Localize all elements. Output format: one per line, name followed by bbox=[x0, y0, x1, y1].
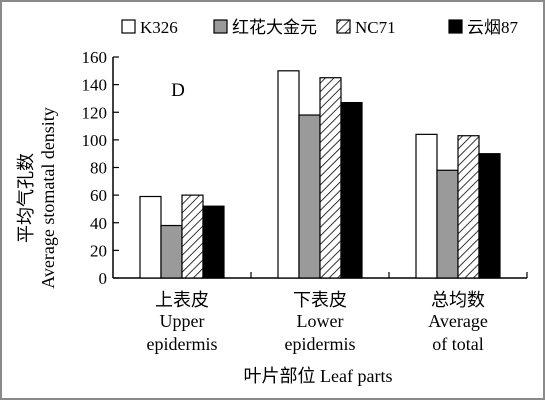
y-tick-label: 40 bbox=[90, 214, 107, 233]
bar-云烟87-upper bbox=[202, 205, 225, 279]
bar-NC71-upper bbox=[181, 194, 204, 279]
category-label-cn: 下表皮 bbox=[293, 290, 347, 310]
category-label-en2: of total bbox=[432, 334, 484, 354]
bar-红花大金元-upper bbox=[160, 224, 183, 279]
y-tick-label: 140 bbox=[82, 76, 108, 95]
category-label-en2: epidermis bbox=[147, 334, 218, 354]
y-tick-label: 160 bbox=[82, 48, 108, 67]
bars bbox=[139, 70, 501, 279]
legend-swatch-1 bbox=[121, 19, 136, 34]
bar-NC71-average bbox=[457, 135, 480, 279]
legend-label-1: K326 bbox=[140, 18, 178, 37]
legend-label-4: 云烟87 bbox=[467, 18, 518, 37]
panel-label: D bbox=[171, 80, 185, 101]
bar-云烟87-average bbox=[478, 153, 501, 279]
category-label-en2: epidermis bbox=[285, 334, 356, 354]
x-ticks bbox=[250, 272, 528, 278]
bar-红花大金元-average bbox=[436, 169, 459, 279]
y-axis-title-en: Average stomatal density bbox=[38, 107, 58, 289]
y-tick-label: 0 bbox=[99, 269, 108, 288]
bar-云烟87-lower bbox=[340, 101, 363, 279]
y-tick-label: 120 bbox=[82, 103, 108, 122]
bar-K326-average bbox=[415, 133, 438, 279]
y-axis-title-cn: 平均气孔数 bbox=[16, 153, 36, 243]
category-label-en1: Lower bbox=[297, 311, 344, 331]
category-label-en1: Upper bbox=[160, 311, 205, 331]
bar-NC71-lower bbox=[319, 77, 342, 279]
category-label-en1: Average bbox=[428, 311, 488, 331]
legend-label-2: 红花大金元 bbox=[232, 18, 317, 37]
y-axis-title: 平均气孔数 Average stomatal density bbox=[16, 107, 58, 289]
legend-swatch-2 bbox=[213, 19, 228, 34]
x-axis-title: 叶片部位 Leaf parts bbox=[244, 366, 393, 386]
y-tick-label: 100 bbox=[82, 131, 108, 150]
y-tick-label: 80 bbox=[90, 159, 107, 178]
legend: K326 红花大金元 NC71 云烟87 bbox=[121, 18, 518, 37]
legend-swatch-4 bbox=[448, 19, 463, 34]
bar-红花大金元-lower bbox=[298, 114, 321, 279]
bar-K326-lower bbox=[277, 70, 300, 279]
y-ticks: 0 20 40 60 80 100 120 140 160 bbox=[82, 48, 119, 288]
y-tick-label: 60 bbox=[90, 186, 107, 205]
bar-K326-upper bbox=[139, 195, 162, 279]
legend-label-3: NC71 bbox=[355, 18, 396, 37]
y-tick-label: 20 bbox=[90, 241, 107, 260]
category-label-cn: 上表皮 bbox=[155, 290, 209, 310]
legend-swatch-3 bbox=[336, 19, 351, 34]
category-label-cn: 总均数 bbox=[431, 290, 485, 310]
